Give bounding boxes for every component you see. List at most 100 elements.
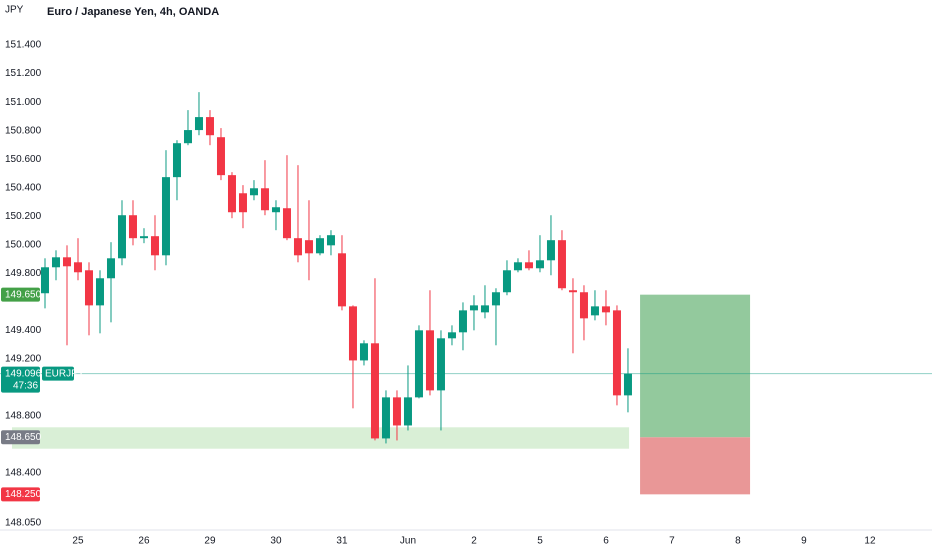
y-tick-label: 148.800 — [5, 411, 42, 422]
x-tick-label: 25 — [72, 536, 84, 547]
candle-body — [381, 397, 390, 439]
candle-body — [425, 330, 434, 391]
y-tick-label: 148.400 — [5, 468, 42, 479]
x-tick-label: 30 — [270, 536, 282, 547]
candle-body — [84, 270, 93, 306]
y-tick-label: 151.400 — [5, 40, 42, 51]
y-tick-label: 150.400 — [5, 182, 42, 193]
candle-body — [304, 240, 313, 254]
candle-body — [117, 215, 126, 259]
candle-body — [183, 130, 192, 144]
y-tick-label: 151.200 — [5, 68, 42, 79]
symbol-box — [42, 366, 74, 381]
candle-body — [315, 238, 324, 254]
candle-body — [172, 143, 181, 178]
y-tick-label: 150.000 — [5, 239, 42, 250]
candle-body — [95, 278, 104, 306]
loss-area — [640, 437, 751, 495]
x-tick-label: 26 — [138, 536, 150, 547]
y-tick-label: 148.050 — [5, 518, 42, 529]
symbol-label: EURJPY — [45, 368, 85, 379]
candle-body — [436, 338, 445, 391]
candle-body — [227, 175, 236, 213]
target-price-tag: 149.650 — [5, 289, 42, 300]
candle-body — [447, 332, 456, 339]
candle-body — [260, 188, 269, 211]
last-price-tag-box — [1, 366, 40, 393]
candle-body — [623, 373, 632, 396]
candle-body — [106, 258, 115, 279]
candle-body — [326, 235, 335, 246]
entry-price-tag-box — [1, 430, 40, 445]
candle-body — [128, 215, 137, 239]
candle-body — [337, 253, 346, 307]
candle-body — [62, 257, 71, 267]
candle-body — [458, 310, 467, 333]
y-tick-label: 150.600 — [5, 154, 42, 165]
y-tick-label: 151.000 — [5, 97, 42, 108]
candle-body — [161, 177, 170, 256]
candle-body — [590, 306, 599, 316]
chart-title: Euro / Japanese Yen, 4h, OANDA — [47, 6, 219, 18]
x-tick-label: 5 — [537, 536, 543, 547]
candle-body — [216, 137, 225, 176]
currency-label: JPY — [5, 5, 24, 16]
candle-body — [546, 240, 555, 261]
stop-price-tag-box — [1, 487, 40, 502]
x-tick-label: 29 — [204, 536, 216, 547]
candle-body — [293, 238, 302, 256]
candle-body — [238, 193, 247, 213]
candle-body — [403, 397, 412, 426]
candle-body — [282, 208, 291, 239]
candle-body — [348, 306, 357, 361]
candle-body — [73, 262, 82, 273]
x-tick-label: 9 — [801, 536, 807, 547]
candle-body — [469, 305, 478, 311]
candle-body — [271, 207, 280, 213]
candle-body — [568, 290, 577, 293]
candle-body — [392, 397, 401, 426]
x-tick-label: 6 — [603, 536, 609, 547]
target-price-tag-box — [1, 287, 40, 302]
x-tick-label: Jun — [400, 536, 416, 547]
candle-body — [40, 267, 49, 294]
candle-body — [601, 306, 610, 313]
profit-area — [640, 294, 751, 438]
candle-body — [524, 262, 533, 269]
candle-body — [150, 236, 159, 256]
x-tick-label: 8 — [735, 536, 741, 547]
candle-body — [480, 305, 489, 313]
y-tick-label: 150.200 — [5, 211, 42, 222]
candle-body — [51, 257, 60, 268]
last-price-tag: 149.096 — [5, 368, 42, 379]
entry-price-tag: 148.650 — [5, 432, 42, 443]
x-tick-label: 7 — [669, 536, 675, 547]
candle-body — [205, 117, 214, 136]
y-tick-label: 149.200 — [5, 353, 42, 364]
candle-body — [612, 310, 621, 396]
x-tick-label: 31 — [336, 536, 348, 547]
candle-body — [139, 236, 148, 239]
countdown: 47:36 — [13, 380, 38, 391]
stop-price-tag: 148.250 — [5, 489, 42, 500]
candle-body — [557, 240, 566, 289]
drawings — [0, 294, 932, 495]
candle-body — [502, 270, 511, 293]
y-tick-label: 149.800 — [5, 268, 42, 279]
candle-body — [535, 260, 544, 269]
candle-body — [249, 188, 258, 196]
y-tick-label: 150.800 — [5, 125, 42, 136]
candle-body — [194, 117, 203, 131]
y-tick-label: 149.400 — [5, 325, 42, 336]
x-tick-label: 2 — [471, 536, 477, 547]
x-tick-label: 12 — [864, 536, 876, 547]
candle-body — [370, 343, 379, 439]
candle-body — [513, 262, 522, 271]
candles — [40, 92, 632, 444]
support-zone — [11, 427, 630, 449]
candle-body — [359, 343, 368, 361]
